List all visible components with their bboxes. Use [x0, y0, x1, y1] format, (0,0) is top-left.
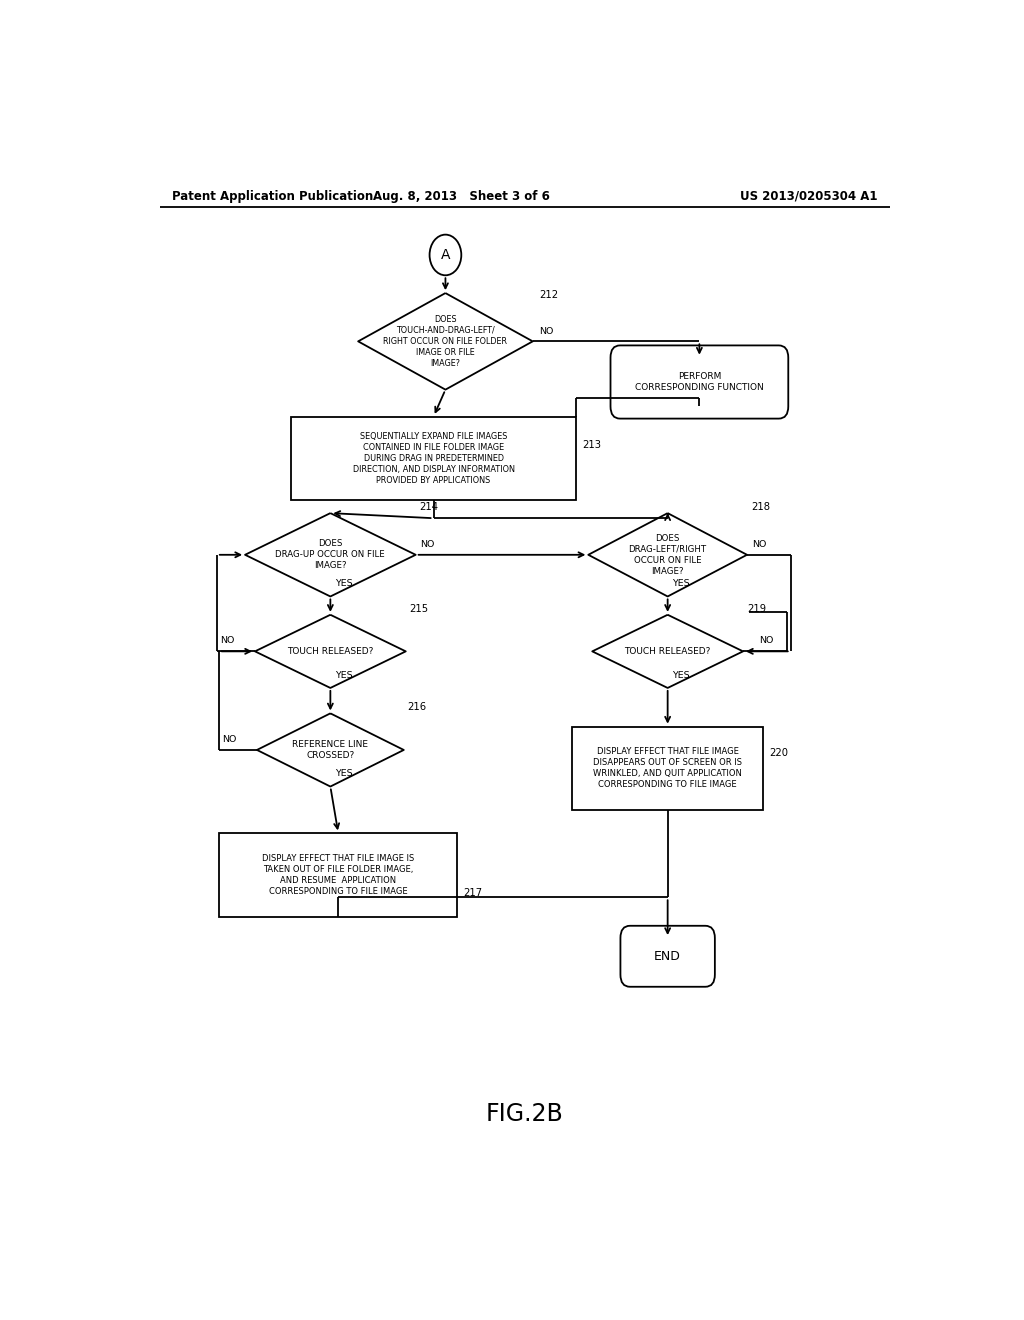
Text: REFERENCE LINE
CROSSED?: REFERENCE LINE CROSSED? — [293, 741, 369, 760]
Text: NO: NO — [222, 735, 237, 743]
Text: 219: 219 — [748, 603, 766, 614]
Text: FIG.2B: FIG.2B — [486, 1102, 563, 1126]
Text: YES: YES — [335, 770, 352, 779]
Text: A: A — [440, 248, 451, 261]
Text: 213: 213 — [583, 440, 602, 450]
Text: END: END — [654, 950, 681, 962]
Text: YES: YES — [335, 579, 352, 589]
Text: 215: 215 — [410, 603, 429, 614]
Text: NO: NO — [420, 540, 434, 549]
Bar — [219, 833, 458, 916]
Text: DOES
TOUCH-AND-DRAG-LEFT/
RIGHT OCCUR ON FILE FOLDER
IMAGE OR FILE
IMAGE?: DOES TOUCH-AND-DRAG-LEFT/ RIGHT OCCUR ON… — [383, 314, 508, 368]
Text: NO: NO — [539, 327, 553, 337]
Text: 214: 214 — [420, 502, 438, 512]
Text: PERFORM
CORRESPONDING FUNCTION: PERFORM CORRESPONDING FUNCTION — [635, 372, 764, 392]
Text: 212: 212 — [539, 290, 558, 300]
Text: YES: YES — [673, 579, 690, 589]
Text: 220: 220 — [769, 748, 788, 758]
Text: US 2013/0205304 A1: US 2013/0205304 A1 — [740, 190, 878, 202]
Text: SEQUENTIALLY EXPAND FILE IMAGES
CONTAINED IN FILE FOLDER IMAGE
DURING DRAG IN PR: SEQUENTIALLY EXPAND FILE IMAGES CONTAINE… — [352, 432, 514, 484]
Text: NO: NO — [759, 636, 773, 645]
Text: TOUCH RELEASED?: TOUCH RELEASED? — [287, 647, 374, 656]
Text: Aug. 8, 2013   Sheet 3 of 6: Aug. 8, 2013 Sheet 3 of 6 — [373, 190, 550, 202]
Text: 218: 218 — [751, 502, 770, 512]
Bar — [572, 726, 763, 810]
Text: YES: YES — [673, 671, 690, 680]
Text: DISPLAY EFFECT THAT FILE IMAGE
DISAPPEARS OUT OF SCREEN OR IS
WRINKLED, AND QUIT: DISPLAY EFFECT THAT FILE IMAGE DISAPPEAR… — [593, 747, 742, 789]
Text: Patent Application Publication: Patent Application Publication — [172, 190, 373, 202]
Text: DOES
DRAG-UP OCCUR ON FILE
IMAGE?: DOES DRAG-UP OCCUR ON FILE IMAGE? — [275, 539, 385, 570]
Text: 216: 216 — [408, 702, 427, 713]
Text: DISPLAY EFFECT THAT FILE IMAGE IS
TAKEN OUT OF FILE FOLDER IMAGE,
AND RESUME  AP: DISPLAY EFFECT THAT FILE IMAGE IS TAKEN … — [262, 854, 415, 896]
Bar — [291, 417, 577, 500]
Text: NO: NO — [220, 636, 234, 645]
Text: 217: 217 — [464, 888, 483, 899]
Text: DOES
DRAG-LEFT/RIGHT
OCCUR ON FILE
IMAGE?: DOES DRAG-LEFT/RIGHT OCCUR ON FILE IMAGE… — [629, 533, 707, 576]
Text: NO: NO — [752, 540, 766, 549]
Text: YES: YES — [335, 671, 352, 680]
Text: TOUCH RELEASED?: TOUCH RELEASED? — [625, 647, 711, 656]
